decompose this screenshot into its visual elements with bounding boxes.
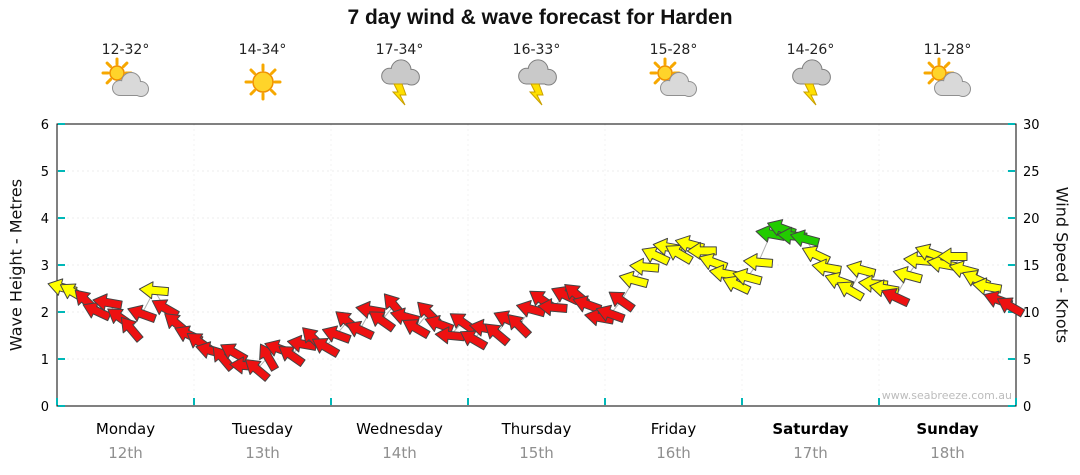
weather-icon-storm — [380, 59, 420, 106]
wind-arrow — [92, 293, 123, 312]
wave-tick-label: 0 — [41, 400, 49, 415]
wind-arrow — [836, 281, 865, 302]
wind-arrow — [665, 244, 694, 265]
wind-arrow — [971, 277, 1003, 296]
wind-arrow — [881, 287, 911, 308]
weather-icon-storm — [791, 59, 831, 106]
wind-arrow — [368, 311, 396, 333]
watermark: www.seabreeze.com.au — [881, 389, 1012, 402]
wind-arrow — [572, 295, 603, 314]
wind-arrow — [537, 298, 568, 317]
wind-tick-label: 25 — [1023, 165, 1040, 180]
day-temp-range: 15-28° — [649, 42, 698, 58]
wind-arrow — [732, 267, 763, 286]
wind-arrow — [892, 266, 923, 284]
day-temp-range: 14-34° — [238, 42, 287, 58]
wave-tick-label: 1 — [41, 353, 49, 368]
wind-tick-label: 10 — [1023, 306, 1040, 321]
weather-icon-sun — [244, 63, 281, 101]
wind-arrow — [278, 346, 306, 368]
day-date: 15th — [519, 444, 554, 462]
wind-arrow — [507, 314, 532, 339]
weather-icon-sun-cloud — [649, 57, 697, 97]
wind-arrow — [641, 246, 671, 266]
day-name: Friday — [650, 420, 697, 438]
wind-tick-label: 20 — [1023, 212, 1040, 227]
wave-height-axis-label: Wave Height - Metres — [6, 178, 26, 352]
day-name: Thursday — [501, 420, 572, 438]
wave-tick-label: 3 — [41, 259, 49, 274]
plot-border — [56, 123, 1017, 407]
weather-icon-sun-cloud — [923, 57, 971, 97]
wind-arrow — [127, 304, 157, 323]
day-temp-range: 17-34° — [375, 42, 424, 58]
wave-tick-label: 2 — [41, 306, 49, 321]
wind-arrow — [484, 323, 511, 347]
wind-arrow — [138, 281, 170, 300]
wave-tick-label: 6 — [41, 118, 49, 133]
wave-tick-label: 4 — [41, 212, 49, 227]
wind-arrow — [629, 257, 660, 276]
wave-tick-label: 5 — [41, 165, 49, 180]
wind-tick-label: 0 — [1023, 400, 1031, 415]
wind-arrow — [608, 291, 636, 313]
day-date: 16th — [656, 444, 691, 462]
wind-tick-label: 30 — [1023, 118, 1040, 133]
weather-icon-sun-cloud — [101, 57, 149, 97]
wind-arrow — [402, 319, 431, 339]
wind-arrow — [460, 330, 489, 351]
day-name: Tuesday — [231, 420, 294, 438]
wind-tick-label: 15 — [1023, 259, 1040, 274]
wind-arrow — [321, 325, 352, 344]
wind-arrow — [151, 299, 180, 320]
wind-arrow — [801, 245, 831, 265]
day-temp-range: 12-32° — [101, 42, 150, 58]
wind-arrow — [686, 241, 717, 260]
wind-arrow — [937, 247, 968, 266]
day-date: 13th — [245, 444, 280, 462]
wind-arrow — [618, 270, 649, 289]
wind-speed-axis-label: Wind Speed - Knots — [1052, 186, 1072, 344]
day-date: 12th — [108, 444, 143, 462]
wind-arrow — [120, 316, 144, 343]
day-name: Monday — [95, 420, 156, 438]
day-date: 17th — [793, 444, 828, 462]
wind-arrow — [997, 297, 1026, 318]
wind-arrow — [846, 260, 877, 278]
day-name: Sunday — [916, 420, 979, 438]
day-temp-range: 16-33° — [512, 42, 561, 58]
day-temp-range: 11-28° — [923, 42, 972, 58]
day-name: Saturday — [772, 420, 849, 438]
day-temp-range: 14-26° — [786, 42, 835, 58]
wind-arrow — [811, 258, 842, 277]
day-date: 14th — [382, 444, 417, 462]
day-date: 18th — [930, 444, 965, 462]
wind-arrow — [345, 320, 375, 340]
wind-arrow — [722, 275, 752, 295]
wind-arrow — [245, 359, 271, 382]
wind-arrow — [790, 229, 821, 247]
wind-arrow — [742, 253, 774, 271]
wind-arrow — [312, 337, 341, 358]
day-name: Wednesday — [356, 420, 443, 438]
wind-tick-label: 5 — [1023, 353, 1031, 368]
wind-arrow — [926, 254, 957, 273]
page-title: 7 day wind & wave forecast for Harden — [347, 6, 733, 29]
wind-arrow — [595, 304, 626, 323]
weather-icon-storm — [517, 59, 557, 106]
